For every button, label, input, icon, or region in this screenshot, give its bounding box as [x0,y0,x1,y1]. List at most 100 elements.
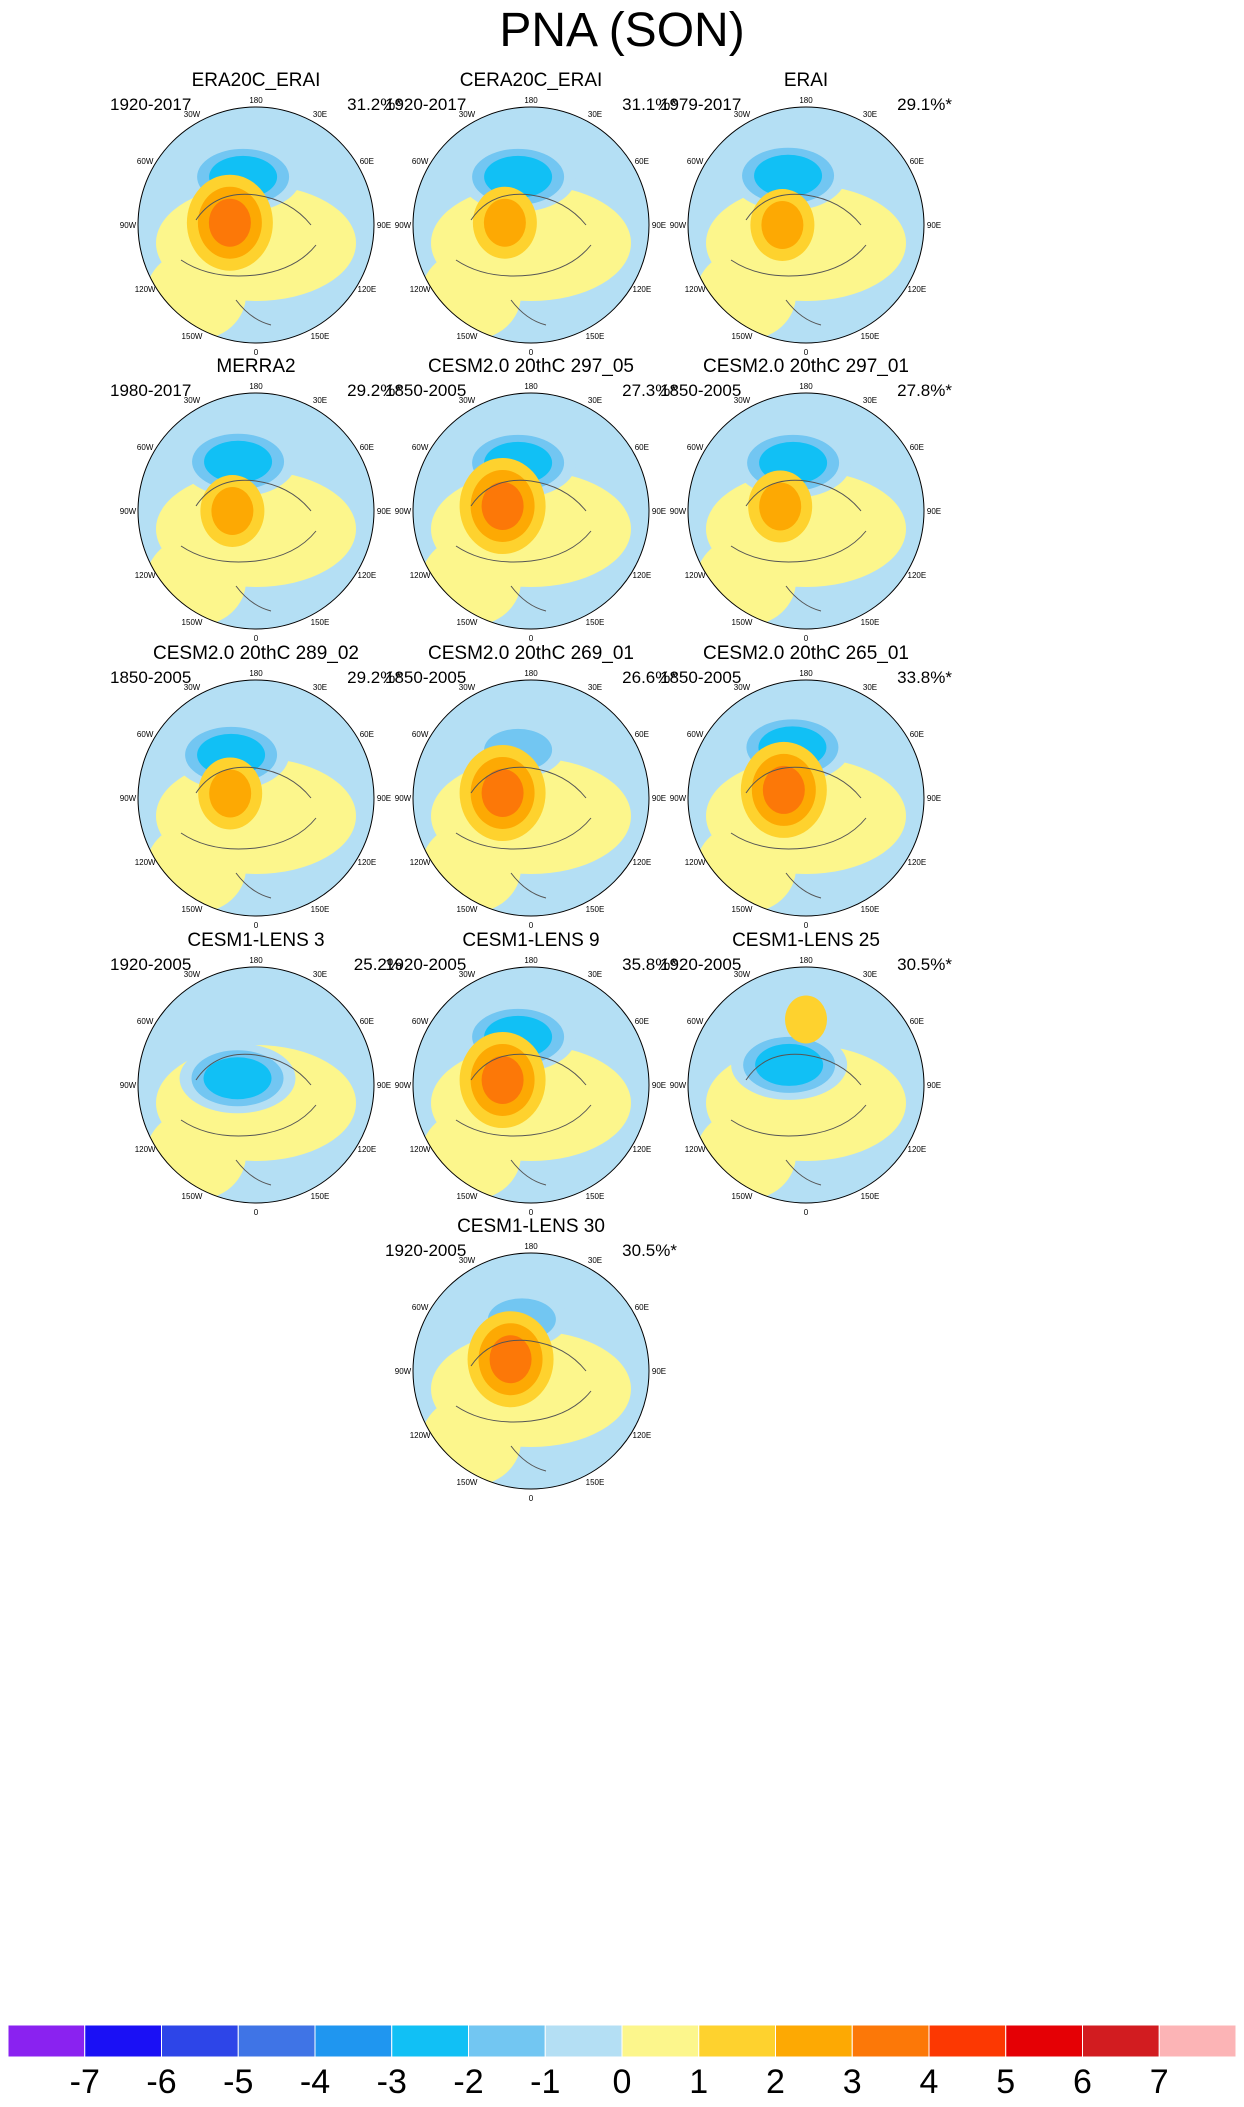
coastline [455,1053,592,1186]
longitude-label: 0 [804,921,809,930]
panel-title: CESM2.0 20thC 265_01 [703,643,909,664]
longitude-label: 150E [586,1478,605,1487]
map-border [687,966,925,1204]
longitude-label: 120W [685,1145,706,1154]
coastline [730,193,867,326]
colorbar-segment [1158,2025,1236,2057]
map-panel: 180 150E 120E 90E 60E 30E 0 30W 60W 90W 120W 150W CE… [361,356,701,686]
panel-title: CESM1-LENS 30 [457,1216,605,1237]
panel-variance: 31.2%* [347,95,402,114]
panel-period: 1850-2005 [660,381,742,400]
positive-contour [481,768,524,817]
longitude-label: 90E [652,794,666,803]
colorbar-tick-labels: -7 -6 -5 -4 -3 -2 -1 0 1 2 3 4 5 6 7 [0,2062,1244,2107]
longitude-label: 60E [910,1017,924,1026]
positive-contour [489,1335,532,1384]
panel-title: CESM2.0 20thC 289_02 [153,643,359,664]
map-border [412,966,650,1204]
longitude-label: 150W [457,1478,478,1487]
colorbar-tick: 5 [996,2063,1016,2101]
longitude-label: 30E [313,683,327,692]
colorbar-segment [928,2025,1007,2057]
longitude-label: 30W [184,396,201,405]
longitude-label: 120E [358,571,377,580]
coastline [180,766,317,899]
panel-title: CESM2.0 20thC 269_01 [428,643,634,664]
longitude-label: 120E [633,571,652,580]
longitude-label: 90W [395,1367,412,1376]
longitude-label: 120W [410,1431,431,1440]
longitude-label: 60E [360,730,374,739]
colorbar-tick: -5 [223,2063,254,2101]
longitude-label: 60E [360,157,374,166]
polar-map: 180 150E 120E 90E 60E 30E 0 30W 60W 90W 120W 150W [670,96,941,357]
longitude-label: 150W [732,905,753,914]
panel-variance: 31.1%* [622,95,677,114]
longitude-label: 120E [633,858,652,867]
longitude-label: 30W [459,970,476,979]
longitude-label: 30W [459,1256,476,1265]
longitude-label: 0 [254,921,259,930]
longitude-label: 180 [249,669,263,678]
longitude-label: 60W [412,730,429,739]
coastline [455,766,592,899]
negative-contour [754,154,823,197]
negative-contour [203,1057,272,1100]
colorbar-tick: -2 [453,2063,484,2101]
longitude-label: 90E [377,794,391,803]
panel-period: 1920-2005 [385,1241,467,1260]
panel-period: 1850-2005 [110,668,192,687]
colorbar-segment [851,2025,930,2057]
page-title: PNA (SON) [499,4,745,57]
map-border [137,106,375,344]
longitude-label: 90W [120,507,137,516]
longitude-label: 90E [927,1081,941,1090]
map-panel: 180 150E 120E 90E 60E 30E 0 30W 60W 90W 120W 150W CE… [636,643,976,973]
longitude-label: 90E [377,507,391,516]
longitude-label: 120W [135,571,156,580]
longitude-label: 60W [137,443,154,452]
panel-period: 1920-2005 [110,955,192,974]
panel-title: ERA20C_ERAI [191,70,321,91]
coastline [180,1053,317,1186]
colorbar-tick: 6 [1073,2063,1092,2101]
longitude-label: 60E [635,157,649,166]
longitude-label: 60W [687,157,704,166]
polar-map: 180 150E 120E 90E 60E 30E 0 30W 60W 90W 120W 150W [395,669,666,930]
panel-period: 1850-2005 [660,668,742,687]
longitude-label: 150W [457,618,478,627]
longitude-label: 90E [377,1081,391,1090]
polar-map: 180 150E 120E 90E 60E 30E 0 30W 60W 90W 120W 150W [395,382,666,643]
longitude-label: 90E [927,221,941,230]
longitude-label: 0 [529,634,534,643]
colorbar-tick: -1 [530,2063,561,2101]
positive-contour [208,198,251,247]
longitude-label: 150W [457,332,478,341]
longitude-label: 60W [412,1017,429,1026]
longitude-label: 30E [863,683,877,692]
colorbar-segment [237,2025,316,2057]
panel-variance: 29.2%* [347,381,402,400]
map-border [687,679,925,917]
polar-map: 180 150E 120E 90E 60E 30E 0 30W 60W 90W 120W 150W [395,956,666,1217]
colorbar-segment [391,2025,469,2057]
colorbar [8,2025,1236,2057]
longitude-label: 60W [412,443,429,452]
positive-contour [762,765,805,814]
longitude-label: 90W [120,221,137,230]
longitude-label: 30E [313,396,327,405]
longitude-label: 60E [635,1303,649,1312]
colorbar-segment [775,2025,853,2057]
panel-period: 1850-2005 [385,668,467,687]
longitude-label: 150E [586,1192,605,1201]
longitude-label: 90W [670,507,687,516]
map-border [137,392,375,630]
map-panel: 180 150E 120E 90E 60E 30E 0 30W 60W 90W 120W 150W CE… [636,356,976,686]
longitude-label: 30E [863,970,877,979]
longitude-label: 120W [410,285,431,294]
map-border [412,679,650,917]
panel-title: CESM1-LENS 25 [732,930,880,951]
colorbar-tick: 4 [919,2063,939,2101]
longitude-label: 30W [734,396,751,405]
colorbar-tick: 2 [766,2063,785,2101]
